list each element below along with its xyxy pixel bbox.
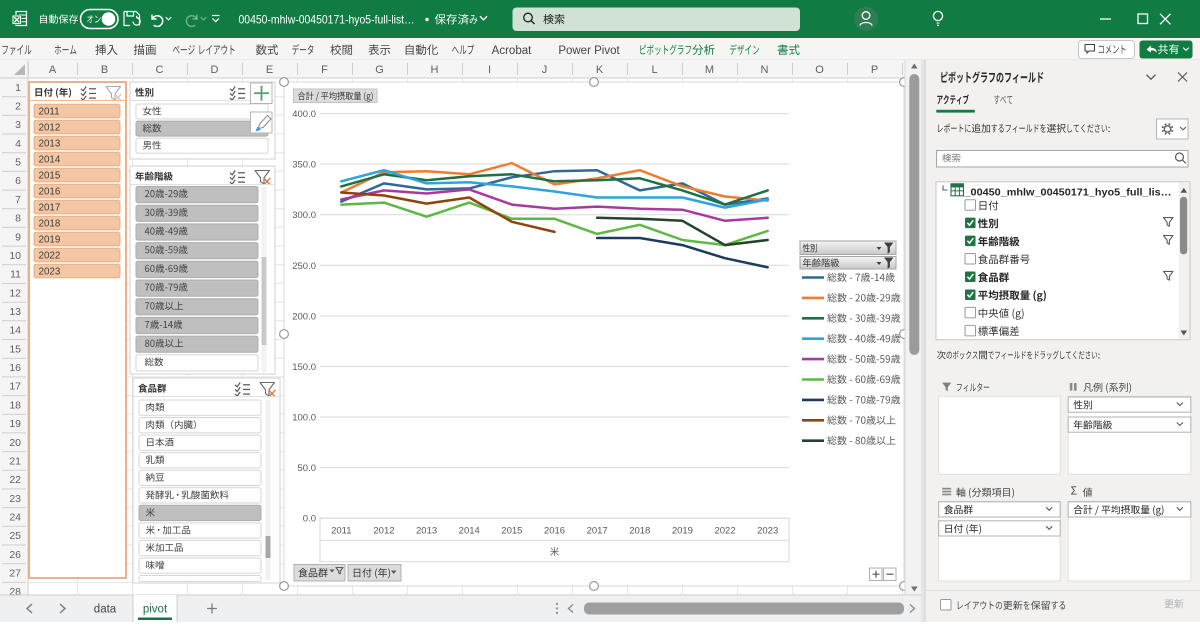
svg-text:F: F: [321, 64, 328, 76]
svg-text:pivot: pivot: [143, 604, 168, 616]
svg-text:100.0: 100.0: [292, 413, 316, 424]
svg-text:2015: 2015: [501, 526, 522, 537]
svg-text:B: B: [101, 64, 108, 76]
svg-text:G: G: [375, 64, 384, 76]
svg-text:2023: 2023: [757, 526, 778, 537]
svg-text:6: 6: [15, 175, 21, 187]
svg-text:J: J: [542, 64, 548, 76]
svg-text:250.0: 250.0: [292, 261, 316, 272]
svg-text:2015: 2015: [39, 171, 61, 182]
svg-text:I: I: [488, 64, 491, 76]
svg-text:18: 18: [9, 399, 21, 411]
svg-text:O: O: [815, 64, 824, 76]
svg-text:16: 16: [9, 362, 21, 374]
svg-text:50.0: 50.0: [298, 463, 317, 474]
svg-text:D: D: [211, 64, 219, 76]
svg-text:2012: 2012: [373, 526, 394, 537]
svg-text:M: M: [705, 64, 714, 76]
svg-text:K: K: [596, 64, 604, 76]
svg-text:2017: 2017: [587, 526, 608, 537]
svg-text:Acrobat: Acrobat: [492, 45, 532, 57]
svg-text:Power Pivot: Power Pivot: [558, 45, 620, 57]
svg-text:23: 23: [9, 493, 21, 505]
svg-text:400.0: 400.0: [292, 109, 316, 120]
svg-text:150.0: 150.0: [292, 362, 316, 373]
svg-text:H: H: [431, 64, 439, 76]
svg-text:28: 28: [9, 586, 21, 598]
svg-text:00450-mhlw-00450171-hyo5-full-: 00450-mhlw-00450171-hyo5-full-list…: [239, 13, 415, 27]
svg-text:2019: 2019: [39, 235, 61, 246]
svg-text:14: 14: [9, 325, 21, 337]
svg-text:10: 10: [9, 250, 21, 262]
svg-text:4: 4: [15, 138, 21, 150]
svg-text:2018: 2018: [39, 219, 61, 230]
svg-text:12: 12: [9, 287, 21, 299]
svg-text:17: 17: [9, 381, 21, 393]
svg-text:13: 13: [9, 306, 21, 318]
svg-text:15: 15: [9, 343, 21, 355]
svg-text:9: 9: [15, 231, 21, 243]
svg-text:2022: 2022: [39, 251, 61, 262]
svg-text:N: N: [761, 64, 769, 76]
svg-text:2012: 2012: [39, 123, 61, 134]
svg-text:3: 3: [15, 119, 21, 131]
svg-text:1: 1: [15, 82, 21, 94]
svg-text:21: 21: [9, 455, 21, 467]
svg-text:11: 11: [10, 269, 21, 281]
svg-text:2011: 2011: [331, 526, 351, 537]
svg-text:22: 22: [9, 474, 21, 486]
svg-text:2022: 2022: [714, 526, 735, 537]
svg-text:2017: 2017: [39, 203, 61, 214]
svg-text:2013: 2013: [39, 139, 61, 150]
svg-text:0.0: 0.0: [303, 514, 316, 525]
svg-text:2011: 2011: [39, 107, 60, 118]
svg-text:E: E: [266, 64, 273, 76]
svg-text:2023: 2023: [39, 267, 61, 278]
svg-text:2013: 2013: [416, 526, 437, 537]
svg-text:P: P: [871, 64, 878, 76]
svg-text:data: data: [94, 604, 117, 616]
svg-text:5: 5: [15, 157, 21, 169]
svg-text:7: 7: [15, 194, 21, 206]
svg-text:2: 2: [15, 101, 21, 113]
svg-text:200.0: 200.0: [292, 311, 316, 322]
svg-text:A: A: [49, 64, 57, 76]
svg-text:24: 24: [9, 511, 21, 523]
svg-text:26: 26: [9, 549, 21, 561]
svg-text:2014: 2014: [459, 526, 480, 537]
svg-text:350.0: 350.0: [292, 160, 316, 171]
svg-text:27: 27: [9, 568, 21, 580]
svg-text:19: 19: [9, 418, 21, 430]
svg-text:2014: 2014: [39, 155, 61, 166]
svg-text:300.0: 300.0: [292, 210, 316, 221]
svg-text:L: L: [651, 64, 657, 76]
svg-text:25: 25: [9, 530, 21, 542]
svg-text:8: 8: [15, 213, 21, 225]
svg-text:2016: 2016: [544, 526, 565, 537]
svg-text:_00450_mhlw_00450171_hyo5_full: _00450_mhlw_00450171_hyo5_full_lis…: [963, 186, 1171, 198]
svg-text:20: 20: [9, 437, 21, 449]
svg-text:2018: 2018: [629, 526, 650, 537]
svg-text:2016: 2016: [39, 187, 61, 198]
svg-text:C: C: [156, 64, 164, 76]
svg-text:2019: 2019: [672, 526, 693, 537]
